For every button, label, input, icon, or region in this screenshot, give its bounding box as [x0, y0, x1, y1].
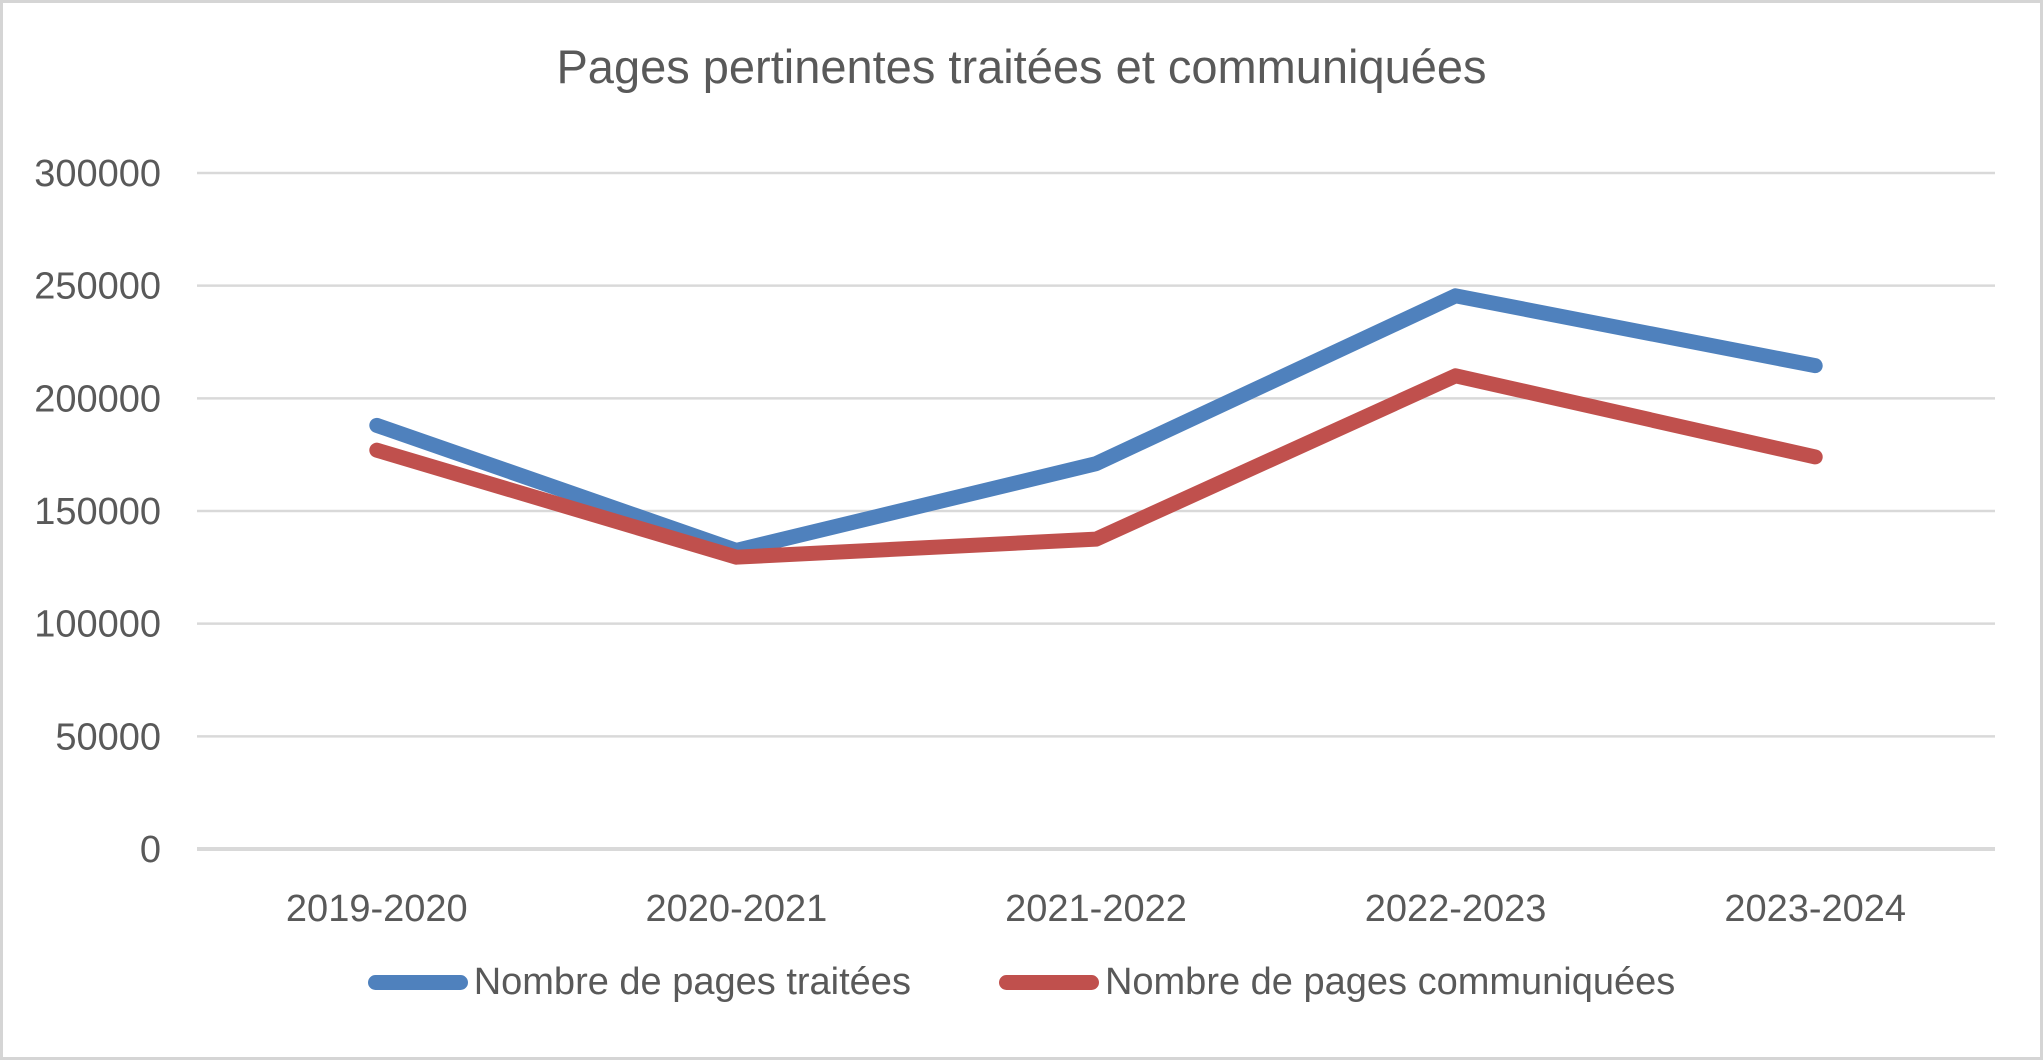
legend-label-traitees: Nombre de pages traitées	[473, 961, 911, 1003]
series-lines	[369, 288, 1823, 565]
y-tick-label: 250000	[34, 266, 161, 308]
y-tick-label: 100000	[34, 604, 161, 646]
legend-swatch-blue	[367, 975, 468, 990]
legend-item-traitees: Nombre de pages traitées	[367, 961, 911, 1004]
x-tick-label: 2022-2023	[1365, 888, 1547, 930]
legend-label-communiquees: Nombre de pages communiquées	[1104, 961, 1676, 1003]
x-tick-label: 2020-2021	[646, 888, 828, 930]
x-tick-label: 2021-2022	[1005, 888, 1187, 930]
y-tick-label: 300000	[34, 153, 161, 195]
legend: Nombre de pages traitées Nombre de pages…	[3, 961, 2040, 1004]
legend-item-communiquees: Nombre de pages communiquées	[998, 961, 1676, 1004]
y-axis-labels: 0 50000 100000 150000 200000 250000 300000	[34, 153, 161, 871]
series-line-0	[369, 288, 1823, 558]
x-axis-labels: 2019-2020 2020-2021 2021-2022 2022-2023 2023…	[286, 888, 1906, 930]
legend-swatch-red	[998, 975, 1099, 990]
y-tick-label: 0	[140, 829, 161, 871]
plot-area: 0 50000 100000 150000 200000 250000 300000 201…	[34, 153, 1995, 930]
y-tick-label: 150000	[34, 491, 161, 533]
gridlines	[197, 171, 1995, 851]
y-tick-label: 200000	[34, 378, 161, 420]
series-line-1	[369, 368, 1823, 565]
x-tick-label: 2019-2020	[286, 888, 468, 930]
chart-title: Pages pertinentes traitées et communiqué…	[556, 40, 1487, 93]
x-tick-label: 2023-2024	[1724, 888, 1906, 930]
y-tick-label: 50000	[55, 716, 161, 758]
